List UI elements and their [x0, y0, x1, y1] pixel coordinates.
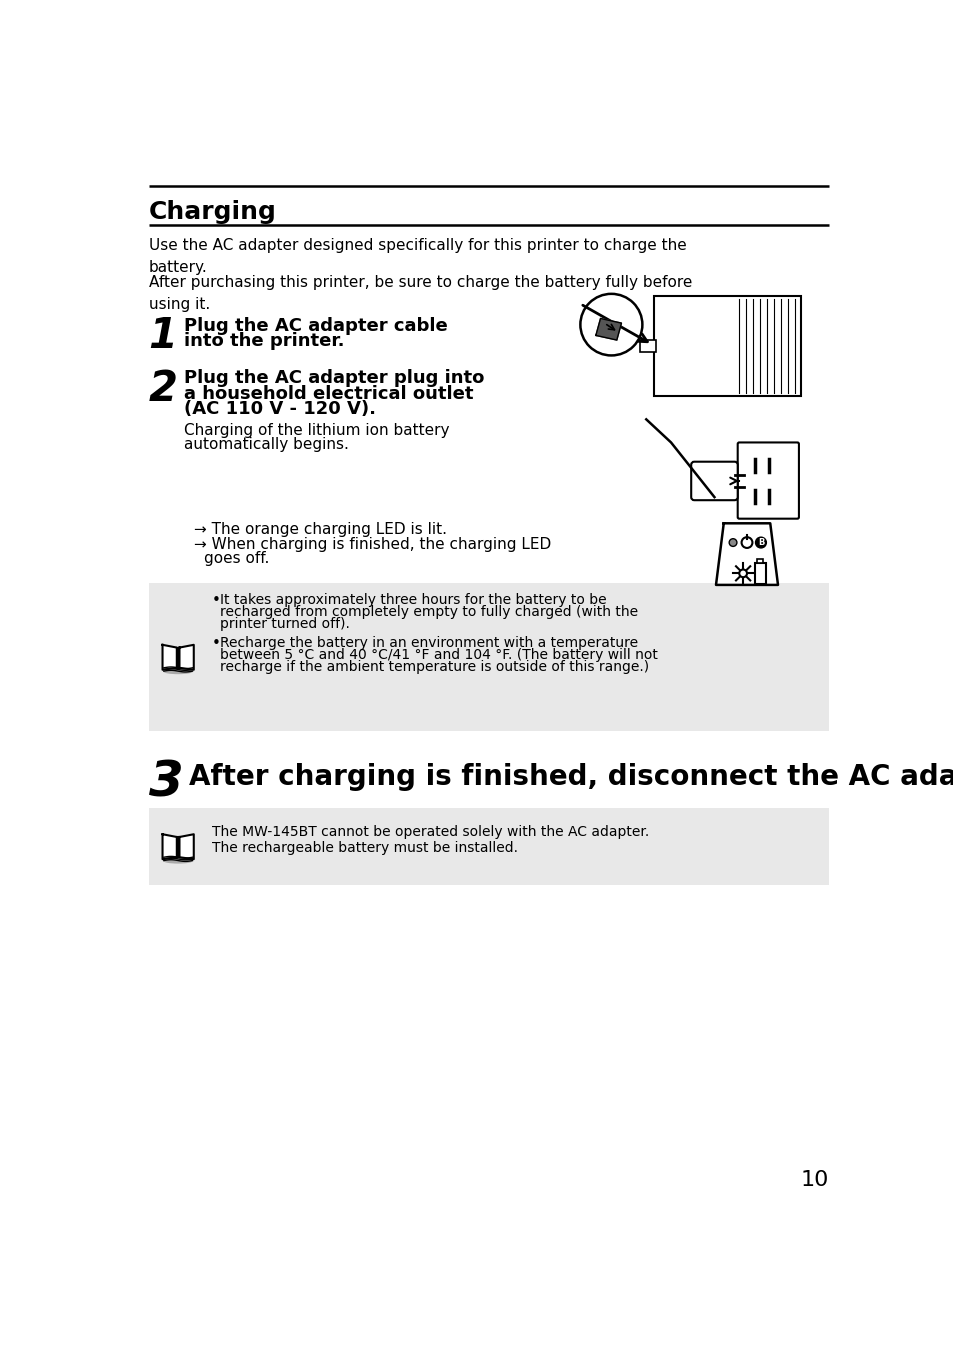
- Polygon shape: [179, 834, 193, 859]
- Text: goes off.: goes off.: [204, 551, 270, 566]
- Ellipse shape: [163, 858, 193, 863]
- Polygon shape: [716, 523, 778, 585]
- Text: Charging: Charging: [149, 200, 276, 223]
- Text: Use the AC adapter designed specifically for this printer to charge the
battery.: Use the AC adapter designed specifically…: [149, 238, 686, 274]
- Text: into the printer.: into the printer.: [183, 332, 344, 350]
- Text: B: B: [757, 538, 763, 547]
- Polygon shape: [596, 319, 620, 340]
- Text: Plug the AC adapter plug into: Plug the AC adapter plug into: [183, 370, 483, 387]
- Text: 1: 1: [149, 315, 177, 358]
- FancyBboxPatch shape: [149, 808, 828, 885]
- Text: 10: 10: [800, 1170, 828, 1190]
- Text: After purchasing this printer, be sure to charge the battery fully before
using : After purchasing this printer, be sure t…: [149, 276, 691, 312]
- Text: → The orange charging LED is lit.: → The orange charging LED is lit.: [193, 522, 446, 537]
- Text: recharged from completely empty to fully charged (with the: recharged from completely empty to fully…: [220, 605, 638, 619]
- Ellipse shape: [163, 670, 193, 674]
- Polygon shape: [162, 834, 176, 859]
- FancyBboxPatch shape: [754, 562, 765, 584]
- FancyBboxPatch shape: [737, 443, 798, 519]
- FancyBboxPatch shape: [654, 296, 801, 397]
- Text: Recharge the battery in an environment with a temperature: Recharge the battery in an environment w…: [220, 636, 638, 650]
- Circle shape: [739, 569, 746, 577]
- Text: between 5 °C and 40 °C/41 °F and 104 °F. (The battery will not: between 5 °C and 40 °C/41 °F and 104 °F.…: [220, 648, 658, 662]
- Circle shape: [728, 539, 736, 546]
- Text: After charging is finished, disconnect the AC adapter.: After charging is finished, disconnect t…: [189, 763, 953, 791]
- FancyBboxPatch shape: [149, 584, 828, 732]
- Text: a household electrical outlet: a household electrical outlet: [183, 385, 473, 402]
- Text: Plug the AC adapter cable: Plug the AC adapter cable: [183, 317, 447, 335]
- Polygon shape: [162, 644, 176, 670]
- Text: 3: 3: [149, 759, 183, 806]
- Text: automatically begins.: automatically begins.: [183, 437, 348, 452]
- Circle shape: [740, 537, 752, 547]
- Text: (AC 110 V - 120 V).: (AC 110 V - 120 V).: [183, 399, 375, 418]
- Text: The MW-145BT cannot be operated solely with the AC adapter.: The MW-145BT cannot be operated solely w…: [212, 824, 649, 839]
- Text: It takes approximately three hours for the battery to be: It takes approximately three hours for t…: [220, 593, 606, 607]
- Text: 2: 2: [149, 367, 177, 410]
- Polygon shape: [179, 644, 193, 670]
- FancyBboxPatch shape: [691, 461, 737, 500]
- Text: •: •: [212, 636, 221, 651]
- Text: recharge if the ambient temperature is outside of this range.): recharge if the ambient temperature is o…: [220, 660, 648, 674]
- Text: → When charging is finished, the charging LED: → When charging is finished, the chargin…: [193, 537, 550, 553]
- Text: •: •: [212, 593, 221, 608]
- Bar: [639, 340, 655, 352]
- Text: The rechargeable battery must be installed.: The rechargeable battery must be install…: [212, 841, 517, 854]
- Text: printer turned off).: printer turned off).: [220, 617, 350, 631]
- Text: Charging of the lithium ion battery: Charging of the lithium ion battery: [183, 424, 449, 438]
- Bar: [757, 560, 762, 562]
- Circle shape: [755, 537, 765, 547]
